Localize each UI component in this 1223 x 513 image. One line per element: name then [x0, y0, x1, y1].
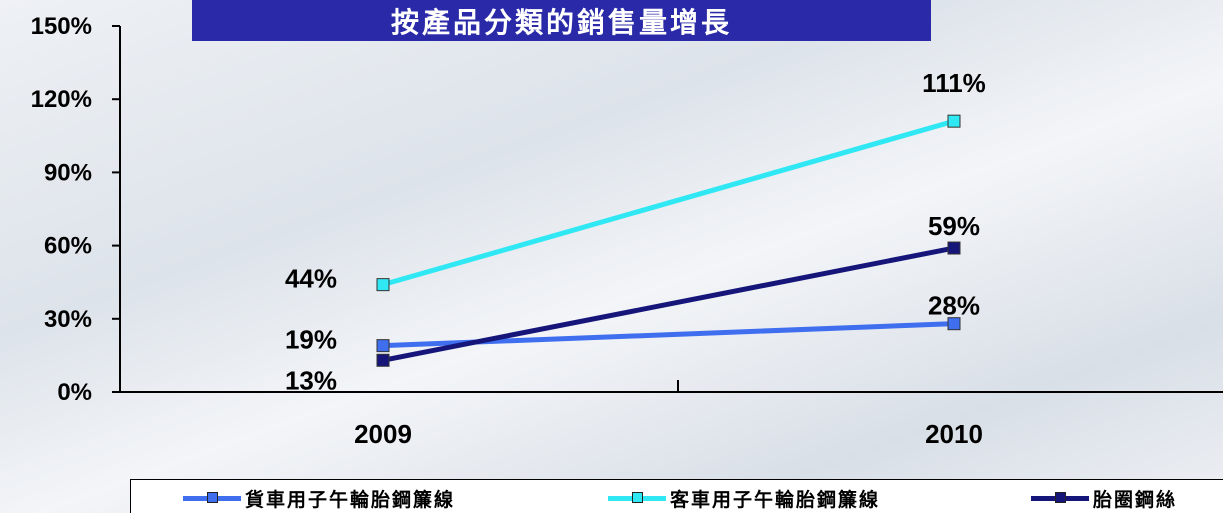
- line-chart: 0% 30% 60% 90% 120% 150% 2009 2010 19% 28% 44% 11…: [31, 13, 1223, 449]
- legend-item: 貨車用子午輪胎鋼簾線: [183, 485, 455, 511]
- y-axis-ticks: 0% 30% 60% 90% 120% 150%: [31, 13, 120, 406]
- x-category-label: 2009: [354, 419, 412, 449]
- y-tick-label: 0%: [57, 379, 92, 406]
- data-point: [947, 114, 961, 128]
- data-point: [947, 241, 961, 255]
- data-label: 44%: [285, 264, 337, 294]
- data-label: 28%: [928, 291, 980, 321]
- legend-swatch: [608, 488, 666, 508]
- series-line: [382, 118, 955, 288]
- data-label: 19%: [285, 325, 337, 355]
- chart-title: 按產品分類的銷售量增長: [192, 0, 931, 41]
- data-label: 13%: [285, 365, 337, 395]
- legend-item: 客車用子午輪胎鋼簾線: [608, 485, 880, 511]
- chart-series: [376, 114, 961, 367]
- data-point: [947, 317, 961, 331]
- legend-swatch: [1031, 488, 1089, 508]
- legend-item: 胎圈鋼絲: [1031, 485, 1177, 511]
- y-tick-label: 60%: [44, 233, 92, 260]
- data-label: 111%: [922, 68, 986, 98]
- data-point: [376, 353, 390, 367]
- legend-swatch: [183, 488, 241, 508]
- legend-label: 客車用子午輪胎鋼簾線: [670, 488, 881, 511]
- legend-label: 貨車用子午輪胎鋼簾線: [245, 488, 456, 511]
- series-line: [382, 245, 955, 363]
- chart-axes: [119, 26, 1223, 393]
- data-labels: 19% 28% 44% 111% 13% 59%: [285, 68, 986, 395]
- y-tick-label: 90%: [44, 159, 92, 186]
- y-tick-label: 150%: [31, 13, 92, 40]
- legend-label: 胎圈鋼絲: [1093, 488, 1178, 511]
- y-tick-label: 30%: [44, 306, 92, 333]
- legend: 貨車用子午輪胎鋼簾線 客車用子午輪胎鋼簾線 胎圈鋼絲: [130, 479, 1223, 513]
- y-tick-label: 120%: [31, 86, 92, 113]
- data-point: [376, 278, 390, 292]
- data-point: [376, 339, 390, 353]
- x-axis-categories: 2009 2010: [354, 419, 983, 449]
- data-label: 59%: [928, 211, 980, 241]
- x-category-label: 2010: [925, 419, 983, 449]
